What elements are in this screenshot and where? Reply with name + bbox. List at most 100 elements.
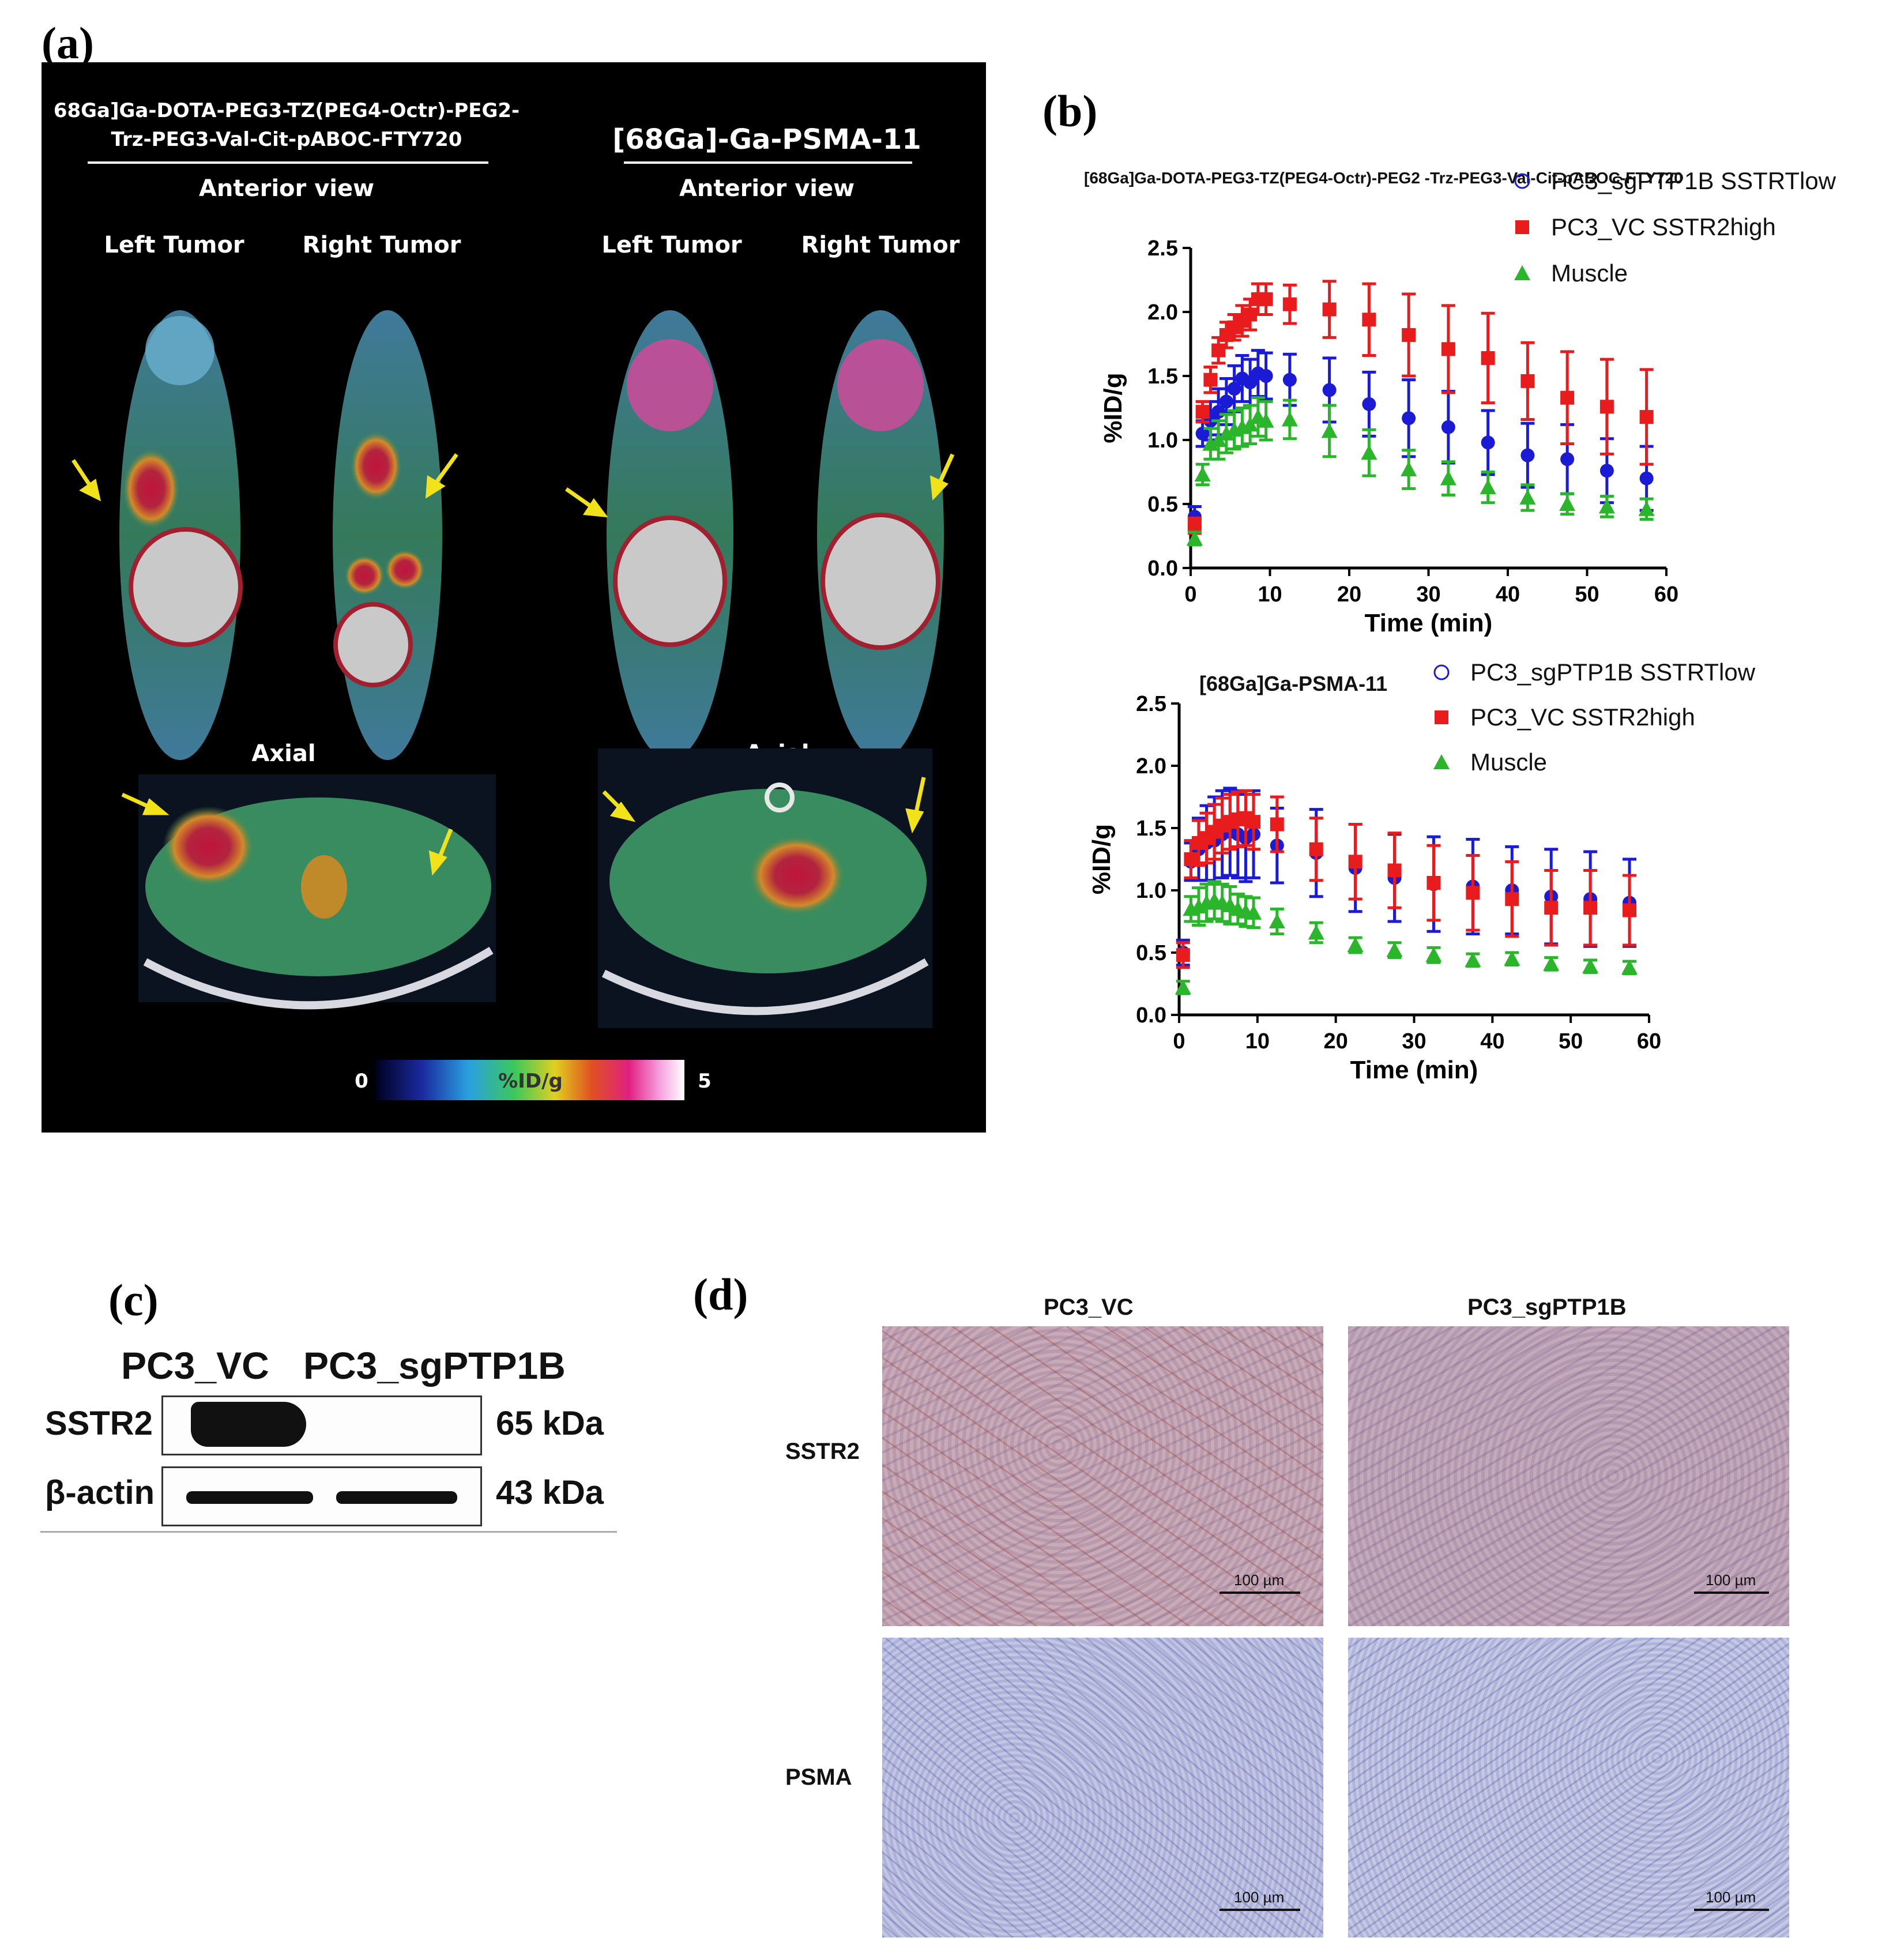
left-tumor-label-2: Left Tumor xyxy=(601,232,742,258)
lane-label-sgptp1b: PC3_sgPTP1B xyxy=(303,1344,566,1387)
colorbar-label: %ID/g xyxy=(498,1070,563,1093)
pet-ct-image-panel: 68Ga]Ga-DOTA-PEG3-TZ(PEG4-Octr)-PEG2- Tr… xyxy=(42,62,986,1133)
data-point xyxy=(1322,302,1337,317)
scale-text-2: 100 µm xyxy=(1706,1571,1756,1589)
biodistribution-chart-tracer-1: [68Ga]Ga-DOTA-PEG3-TZ(PEG4-Octr)-PEG2 -T… xyxy=(1084,167,1836,637)
data-point xyxy=(1176,948,1190,962)
left-tracer-title-line2: Trz-PEG3-Val-Cit-pABOC-FTY720 xyxy=(111,128,462,151)
colorbar-min: 0 xyxy=(355,1070,368,1093)
data-point xyxy=(1184,852,1198,866)
row-label-beta-actin: β-actin xyxy=(45,1474,155,1511)
axial-image-1 xyxy=(138,774,496,1010)
data-point xyxy=(1599,464,1614,478)
data-point xyxy=(1269,913,1285,928)
data-point xyxy=(1425,947,1442,962)
panel-d-letter: (d) xyxy=(693,1269,748,1319)
data-point xyxy=(1386,942,1403,957)
data-point xyxy=(1242,416,1259,432)
data-point xyxy=(1321,423,1338,438)
data-point xyxy=(1259,369,1273,383)
legend-label: PC3_VC SSTR2high xyxy=(1551,213,1776,240)
y-tick-label: 1.0 xyxy=(1136,879,1166,903)
x-tick-label: 20 xyxy=(1324,1029,1348,1054)
size-label-65kda: 65 kDa xyxy=(496,1405,604,1442)
beta-actin-band-1 xyxy=(186,1491,313,1504)
data-point xyxy=(1362,313,1376,327)
data-point xyxy=(1559,496,1576,511)
y-tick-label: 1.5 xyxy=(1136,817,1166,841)
mouse-coronal-3 xyxy=(607,310,733,760)
ihc-psma-vc-image: 100 µm xyxy=(882,1638,1323,1938)
ihc-column-label-sgptp1b: PC3_sgPTP1B xyxy=(1467,1295,1627,1320)
chart-title: [68Ga]Ga-PSMA-11 xyxy=(1199,672,1387,695)
data-point xyxy=(1186,530,1203,546)
chart-title: [68Ga]Ga-DOTA-PEG3-TZ(PEG4-Octr)-PEG2 -T… xyxy=(1084,169,1683,187)
x-tick-label: 40 xyxy=(1496,582,1520,607)
data-point xyxy=(1480,479,1496,495)
data-point xyxy=(1210,432,1227,447)
y-tick-label: 2.0 xyxy=(1147,300,1178,325)
data-point xyxy=(1466,886,1480,900)
data-point xyxy=(1481,351,1495,365)
y-axis-label: %ID/g xyxy=(1099,373,1127,443)
left-anterior-view-label: Anterior view xyxy=(199,175,374,202)
data-point xyxy=(1247,815,1261,829)
data-point xyxy=(1441,420,1455,434)
y-tick-label: 0.0 xyxy=(1147,556,1178,581)
data-point xyxy=(1387,863,1402,878)
data-point xyxy=(1211,343,1226,358)
left-tumor-label-1: Left Tumor xyxy=(104,232,244,258)
x-tick-label: 10 xyxy=(1258,582,1282,607)
data-point xyxy=(1598,498,1615,514)
data-point xyxy=(1243,375,1258,390)
tumor-arrows-axial xyxy=(121,777,926,876)
y-tick-label: 1.5 xyxy=(1147,364,1178,389)
x-tick-label: 60 xyxy=(1637,1029,1661,1054)
pet-ct-images: 68Ga]Ga-DOTA-PEG3-TZ(PEG4-Octr)-PEG2- Tr… xyxy=(54,99,960,1100)
x-tick-label: 50 xyxy=(1575,582,1599,607)
y-tick-label: 2.0 xyxy=(1136,754,1166,778)
mouse-coronal-2 xyxy=(333,310,442,760)
data-point xyxy=(1560,452,1575,467)
legend-label: PC3_VC SSTR2high xyxy=(1470,704,1695,731)
data-point xyxy=(1194,466,1211,481)
ihc-row-label-sstr2: SSTR2 xyxy=(785,1439,860,1464)
x-tick-label: 30 xyxy=(1416,582,1440,607)
data-point xyxy=(1322,383,1337,397)
x-tick-label: 10 xyxy=(1245,1029,1270,1054)
data-point xyxy=(1638,501,1655,516)
data-point xyxy=(1599,400,1614,414)
colorbar xyxy=(376,1060,684,1100)
legend-marker xyxy=(1515,220,1529,234)
legend-label: PC3_sgPTP1B SSTRTlow xyxy=(1470,659,1756,686)
data-point xyxy=(1639,471,1654,486)
axial-label-1: Axial xyxy=(251,740,315,767)
sstr2-band xyxy=(191,1402,306,1447)
data-point xyxy=(1520,448,1535,462)
data-point xyxy=(1426,876,1441,890)
beta-actin-blot xyxy=(161,1466,482,1526)
ihc-row-label-psma: PSMA xyxy=(785,1765,852,1790)
data-point xyxy=(1440,470,1456,486)
legend-marker xyxy=(1433,664,1450,680)
tumor-arrows-coronal xyxy=(71,453,955,518)
data-point xyxy=(1583,901,1598,915)
mouse-coronal-4 xyxy=(817,310,944,760)
scale-bar-2 xyxy=(1694,1592,1769,1594)
data-point xyxy=(1401,461,1417,477)
scale-bar-1 xyxy=(1220,1592,1300,1594)
right-title-underline xyxy=(624,161,912,164)
data-point xyxy=(1544,901,1559,915)
x-tick-label: 50 xyxy=(1559,1029,1583,1054)
data-point xyxy=(1543,955,1560,971)
right-tumor-label-1: Right Tumor xyxy=(303,232,461,258)
data-point xyxy=(1402,411,1416,426)
legend-marker xyxy=(1433,754,1450,769)
data-point xyxy=(1504,950,1520,966)
panel-c-letter: (c) xyxy=(108,1275,159,1325)
right-tracer-title: [68Ga]-Ga-PSMA-11 xyxy=(612,123,921,156)
scale-bar-4 xyxy=(1694,1909,1769,1911)
data-point xyxy=(1282,297,1297,311)
legend-marker xyxy=(1514,173,1530,189)
axial-image-2 xyxy=(598,748,932,1028)
